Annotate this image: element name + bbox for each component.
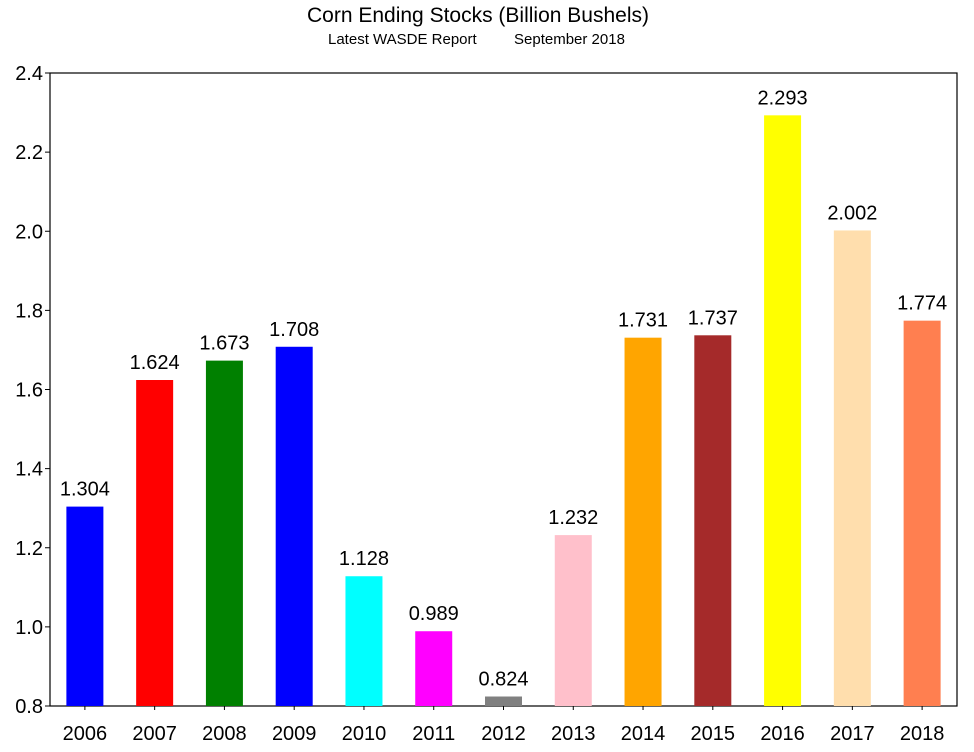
data-label-2016: 2.293 (758, 87, 808, 109)
y-tick-label: 0.8 (15, 696, 43, 718)
data-label-2011: 0.989 (409, 603, 459, 625)
bar-2007 (136, 380, 174, 706)
x-tick-label-2015: 2015 (691, 723, 736, 745)
data-label-2018: 1.774 (897, 293, 947, 315)
plot-area-frame (49, 72, 958, 707)
bar-2014 (624, 337, 662, 706)
data-label-2010: 1.128 (339, 548, 389, 570)
y-tick-label: 1.4 (15, 459, 43, 481)
data-labels: 1.304 1.624 1.673 1.708 1.128 0.989 0.824 1.232… (60, 87, 947, 690)
y-axis: 0.8 1.0 1.2 1.4 1.6 1.8 2.0 2.2 2.4 (15, 63, 50, 718)
y-tick-label: 2.2 (15, 142, 43, 164)
data-label-2012: 0.824 (478, 669, 528, 691)
x-tick-label-2013: 2013 (551, 723, 596, 745)
y-tick-label: 2.4 (15, 63, 43, 85)
y-tick-label: 2.0 (15, 221, 43, 243)
x-tick-label-2009: 2009 (272, 723, 317, 745)
data-label-2014: 1.731 (618, 310, 668, 332)
y-tick-label: 1.8 (15, 300, 43, 322)
bar-2006 (66, 506, 104, 706)
chart-subtitle-date: September 2018 (514, 31, 625, 48)
x-tick-label-2008: 2008 (202, 723, 247, 745)
bar-2008 (205, 360, 243, 706)
bar-2011 (415, 631, 453, 706)
x-tick-label-2018: 2018 (900, 723, 945, 745)
bar-2013 (554, 535, 592, 706)
x-tick-label-2012: 2012 (481, 723, 526, 745)
y-tick-label: 1.6 (15, 380, 43, 402)
data-label-2015: 1.737 (688, 307, 738, 329)
chart-title: Corn Ending Stocks (Billion Bushels) (307, 4, 649, 27)
data-label-2009: 1.708 (269, 319, 319, 341)
chart-subtitle-report: Latest WASDE Report (328, 31, 477, 48)
bar-2017 (833, 230, 871, 707)
x-tick-label-2011: 2011 (412, 723, 455, 745)
x-tick-label-2016: 2016 (760, 723, 805, 745)
data-label-2013: 1.232 (548, 507, 598, 529)
data-label-2007: 1.624 (130, 352, 180, 374)
x-tick-label-2017: 2017 (830, 723, 875, 745)
bar-2009 (275, 346, 313, 706)
data-label-2017: 2.002 (827, 202, 877, 224)
data-label-2008: 1.673 (199, 333, 249, 355)
x-tick-label-2014: 2014 (621, 723, 666, 745)
bar-2010 (345, 576, 383, 706)
bar-2012 (485, 696, 522, 706)
data-label-2006: 1.304 (60, 479, 110, 501)
bar-2018 (903, 320, 941, 706)
y-tick-label: 1.0 (15, 617, 43, 639)
bar-2016 (764, 115, 802, 706)
x-tick-label-2007: 2007 (132, 723, 177, 745)
x-tick-label-2006: 2006 (63, 723, 108, 745)
x-tick-label-2010: 2010 (342, 723, 387, 745)
y-tick-label: 1.2 (15, 538, 43, 560)
x-axis: 2006 2007 2008 2009 2010 2011 2012 2013 2014 2015… (63, 706, 945, 745)
bar-2015 (694, 335, 732, 706)
bars (66, 115, 941, 707)
